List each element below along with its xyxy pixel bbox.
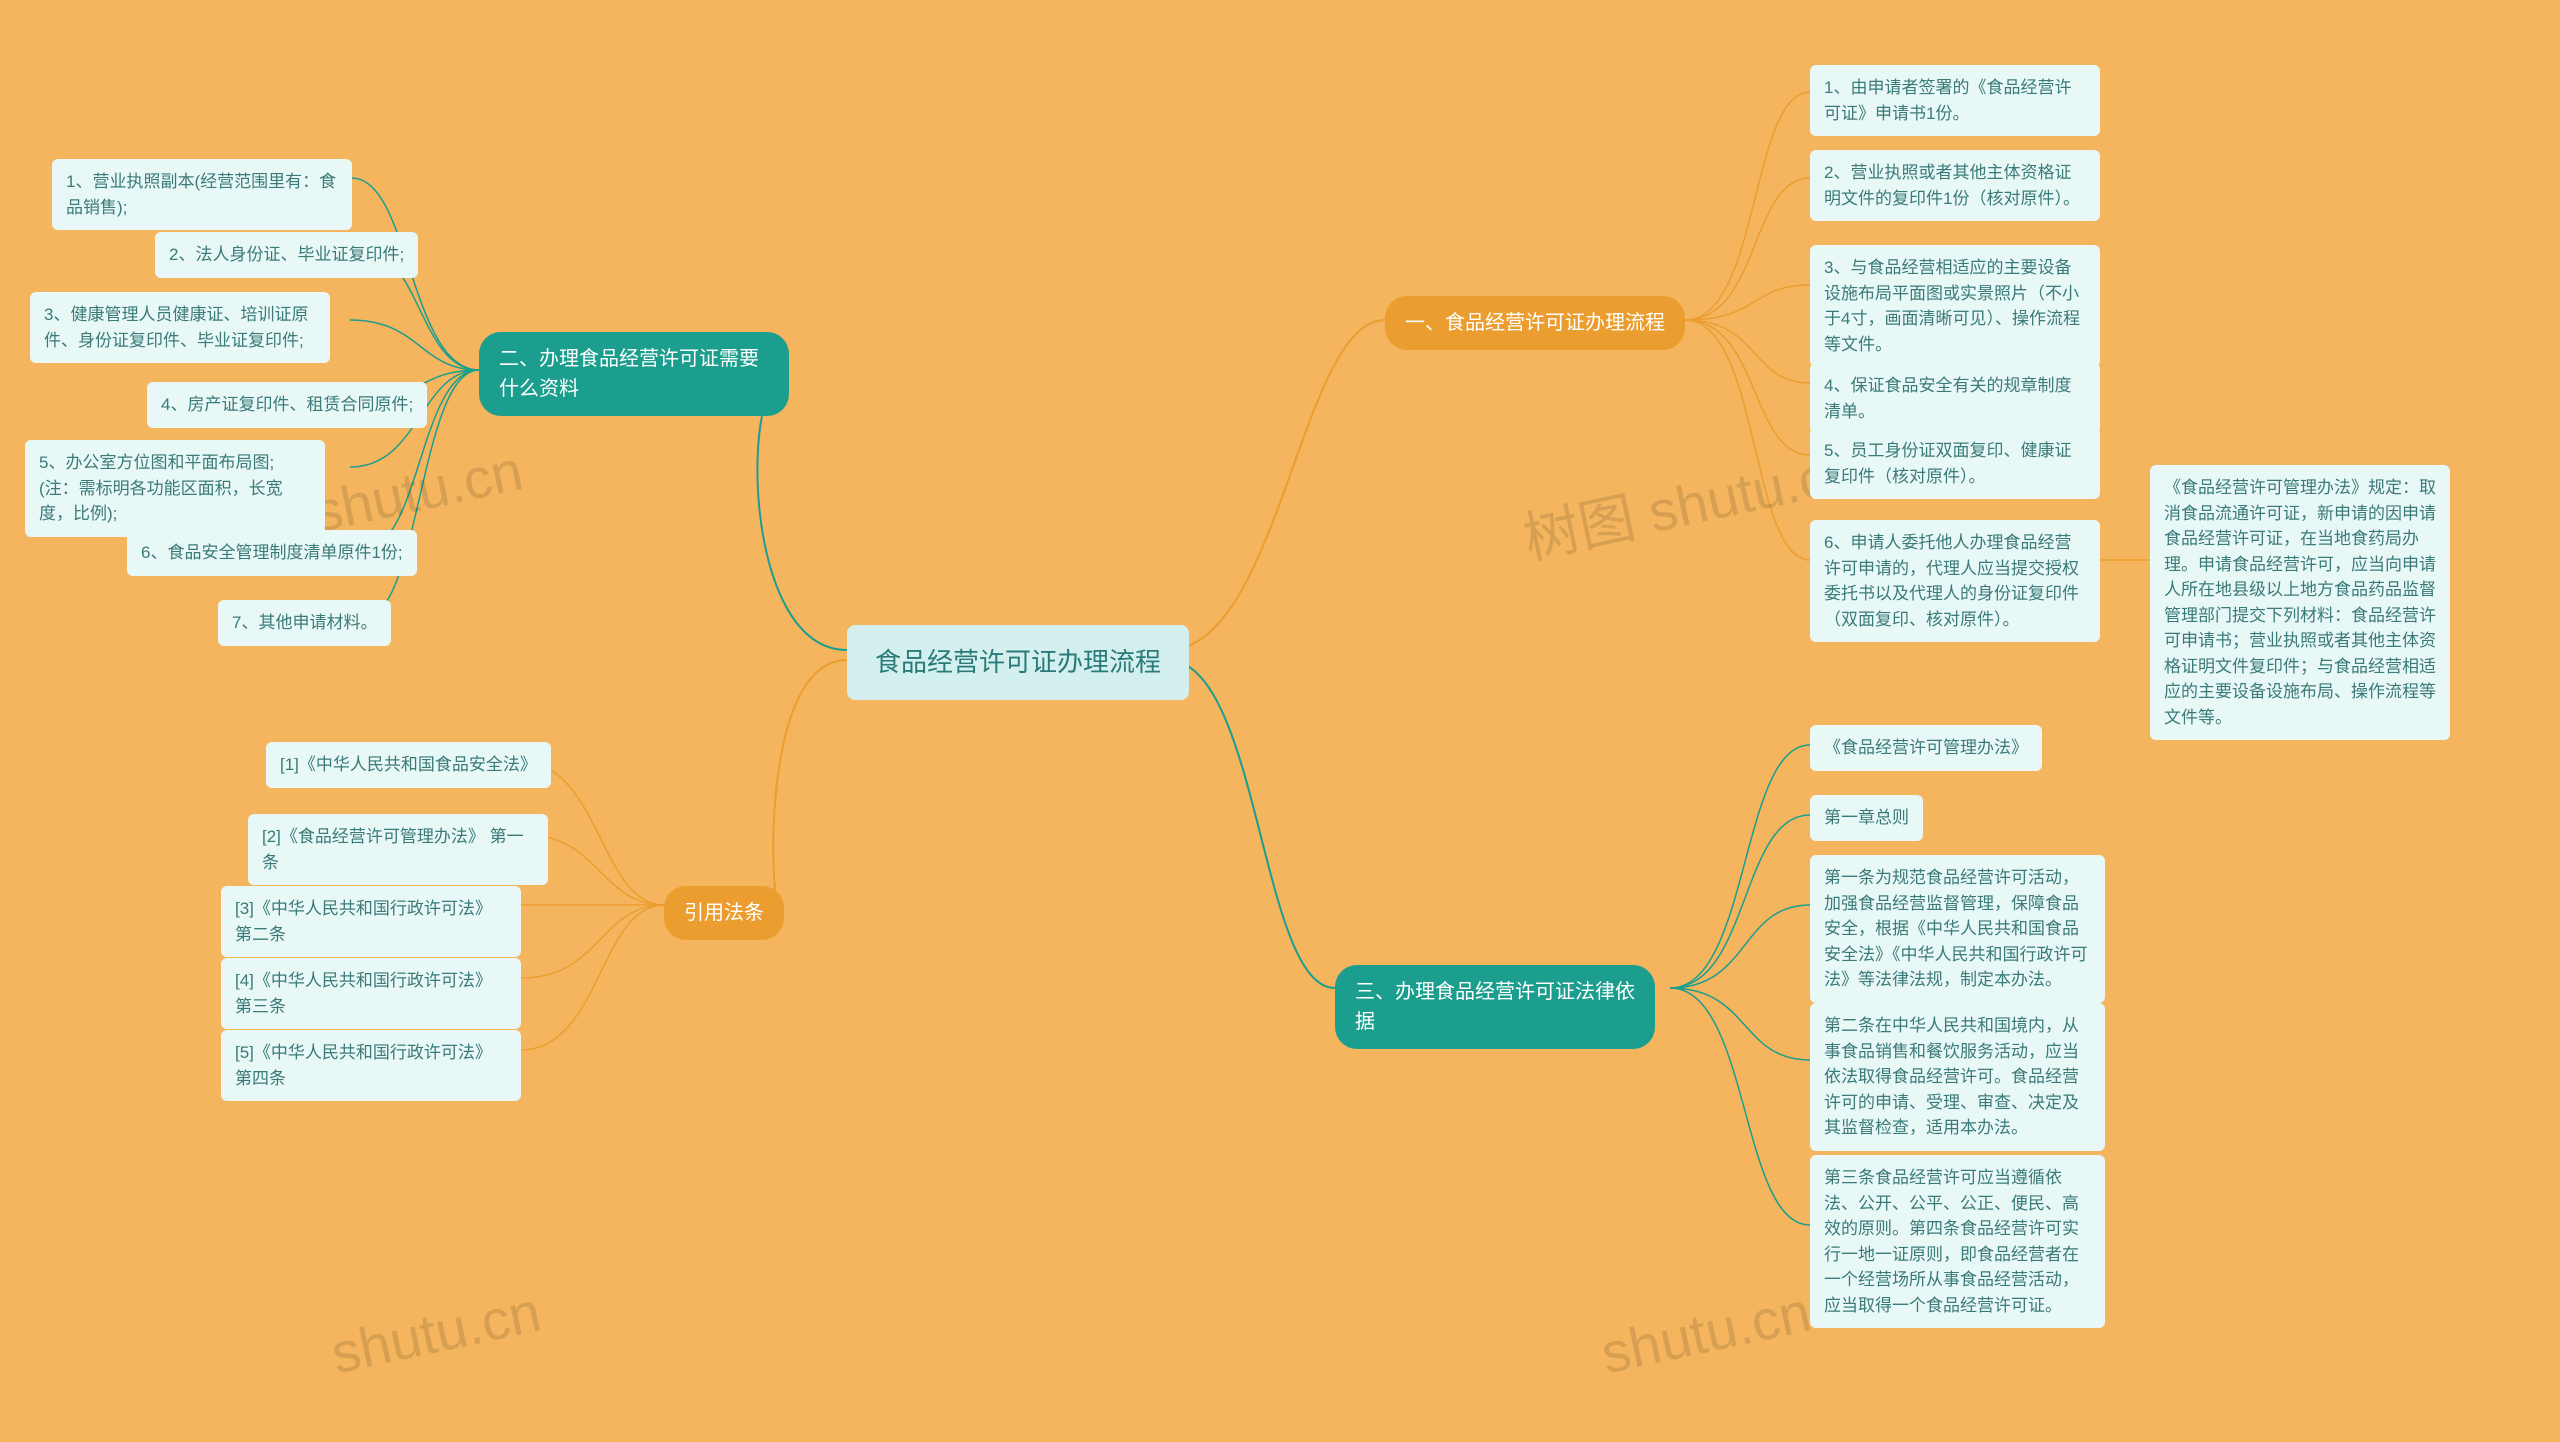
branch-3-leaf[interactable]: 第二条在中华人民共和国境内，从事食品销售和餐饮服务活动，应当依法取得食品经营许可… <box>1810 1003 2105 1151</box>
branch-1-leaf[interactable]: 6、申请人委托他人办理食品经营许可申请的，代理人应当提交授权委托书以及代理人的身… <box>1810 520 2100 642</box>
branch-1-leaf[interactable]: 4、保证食品安全有关的规章制度清单。 <box>1810 363 2100 434</box>
root-node[interactable]: 食品经营许可证办理流程 <box>847 625 1189 700</box>
branch-1-leaf[interactable]: 5、员工身份证双面复印、健康证复印件（核对原件）。 <box>1810 428 2100 499</box>
branch-3[interactable]: 三、办理食品经营许可证法律依据 <box>1335 965 1655 1049</box>
branch-2-leaf[interactable]: 7、其他申请材料。 <box>218 600 391 646</box>
branch-2-leaf[interactable]: 2、法人身份证、毕业证复印件; <box>155 232 418 278</box>
branch-1-leaf[interactable]: 1、由申请者签署的《食品经营许可证》申请书1份。 <box>1810 65 2100 136</box>
watermark: shutu.cn <box>326 1279 547 1387</box>
branch-4-leaf[interactable]: [3]《中华人民共和国行政许可法》 第二条 <box>221 886 521 957</box>
branch-2-leaf[interactable]: 3、健康管理人员健康证、培训证原件、身份证复印件、毕业证复印件; <box>30 292 330 363</box>
branch-2-leaf[interactable]: 6、食品安全管理制度清单原件1份; <box>127 530 417 576</box>
branch-1-leaf-sub[interactable]: 《食品经营许可管理办法》规定：取消食品流通许可证，新申请的因申请食品经营许可证，… <box>2150 465 2450 740</box>
branch-1[interactable]: 一、食品经营许可证办理流程 <box>1385 296 1685 350</box>
branch-1-leaf[interactable]: 3、与食品经营相适应的主要设备设施布局平面图或实景照片（不小于4寸，画面清晰可见… <box>1810 245 2100 367</box>
branch-3-leaf[interactable]: 第三条食品经营许可应当遵循依法、公开、公平、公正、便民、高效的原则。第四条食品经… <box>1810 1155 2105 1328</box>
branch-4-leaf[interactable]: [5]《中华人民共和国行政许可法》 第四条 <box>221 1030 521 1101</box>
watermark: shutu.cn <box>1596 1279 1817 1387</box>
branch-2-leaf[interactable]: 1、营业执照副本(经营范围里有：食品销售); <box>52 159 352 230</box>
branch-1-leaf[interactable]: 2、营业执照或者其他主体资格证明文件的复印件1份（核对原件）。 <box>1810 150 2100 221</box>
branch-3-leaf[interactable]: 《食品经营许可管理办法》 <box>1810 725 2042 771</box>
branch-4-leaf[interactable]: [2]《食品经营许可管理办法》 第一条 <box>248 814 548 885</box>
branch-2-leaf[interactable]: 4、房产证复印件、租赁合同原件; <box>147 382 427 428</box>
branch-2[interactable]: 二、办理食品经营许可证需要什么资料 <box>479 332 789 416</box>
branch-4-leaf[interactable]: [4]《中华人民共和国行政许可法》 第三条 <box>221 958 521 1029</box>
branch-3-leaf[interactable]: 第一条为规范食品经营许可活动，加强食品经营监督管理，保障食品安全，根据《中华人民… <box>1810 855 2105 1003</box>
branch-2-leaf[interactable]: 5、办公室方位图和平面布局图;(注：需标明各功能区面积，长宽度，比例); <box>25 440 325 537</box>
branch-3-leaf[interactable]: 第一章总则 <box>1810 795 1923 841</box>
branch-4[interactable]: 引用法条 <box>664 886 784 940</box>
branch-4-leaf[interactable]: [1]《中华人民共和国食品安全法》 <box>266 742 551 788</box>
